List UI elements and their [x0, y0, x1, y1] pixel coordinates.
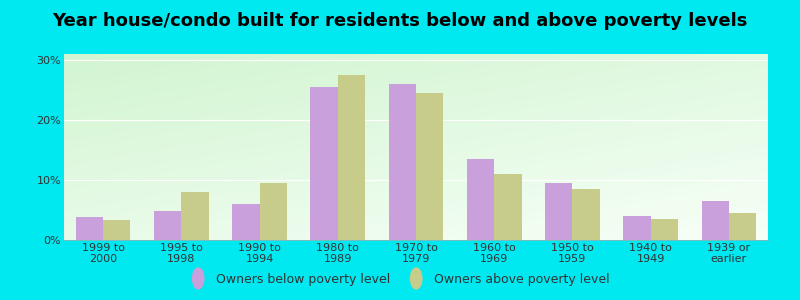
Bar [389, 84, 416, 240]
Bar [416, 93, 443, 240]
Bar [232, 204, 259, 240]
Bar [310, 87, 338, 240]
Bar [623, 216, 650, 240]
Legend: Owners below poverty level, Owners above poverty level: Owners below poverty level, Owners above… [186, 268, 614, 291]
Bar [545, 183, 573, 240]
Bar [494, 174, 522, 240]
Bar [76, 217, 103, 240]
Bar [154, 211, 182, 240]
Bar [729, 213, 756, 240]
Bar [650, 219, 678, 240]
Bar [338, 75, 365, 240]
Bar [103, 220, 130, 240]
Bar [467, 159, 494, 240]
Bar [573, 189, 600, 240]
Bar [259, 183, 287, 240]
Bar [702, 201, 729, 240]
Text: Year house/condo built for residents below and above poverty levels: Year house/condo built for residents bel… [52, 12, 748, 30]
Bar [182, 192, 209, 240]
